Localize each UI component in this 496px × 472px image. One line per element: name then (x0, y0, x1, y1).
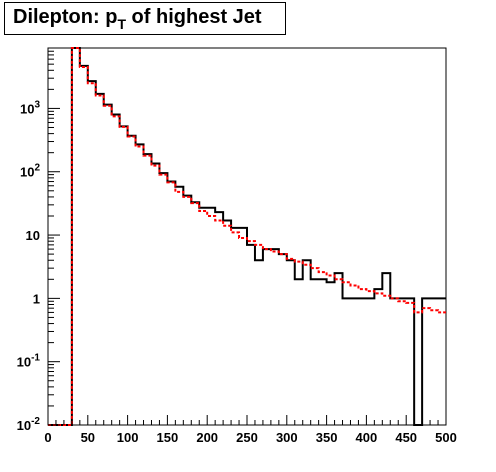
series-layer (48, 47, 446, 426)
y-tick-label: 10 (26, 228, 40, 243)
title-suffix: of highest Jet (126, 6, 262, 28)
x-tick-label: 500 (435, 430, 457, 445)
x-tick-labels: 0 50 100 150 200 250 300 350 400 450 500 (44, 430, 456, 445)
series-line-0 (48, 47, 446, 426)
chart-title: Dilepton: pT of highest Jet (13, 6, 262, 32)
title-prefix: Dilepton: p (13, 6, 118, 28)
axis-ticks (47, 47, 447, 426)
x-tick-label: 450 (395, 430, 417, 445)
x-tick-label: 200 (196, 430, 218, 445)
x-tick-label: 0 (44, 430, 51, 445)
x-tick-label: 100 (117, 430, 139, 445)
x-tick-label: 300 (276, 430, 298, 445)
x-tick-label: 350 (316, 430, 338, 445)
title-subscript: T (117, 16, 126, 32)
chart-title-box: Dilepton: pT of highest Jet (4, 2, 286, 35)
y-tick-labels: 10-2 10-1 1 10 102 103 (17, 99, 41, 433)
y-tick-label: 1 (33, 291, 40, 306)
series-line-1 (48, 47, 446, 426)
y-tick-label: 10-2 (17, 416, 41, 433)
y-tick-label: 103 (20, 99, 40, 116)
x-tick-label: 50 (81, 430, 95, 445)
y-tick-label: 10-1 (17, 353, 41, 370)
x-tick-label: 150 (157, 430, 179, 445)
x-tick-label: 400 (356, 430, 378, 445)
x-tick-label: 250 (236, 430, 258, 445)
y-tick-label: 102 (20, 163, 40, 180)
